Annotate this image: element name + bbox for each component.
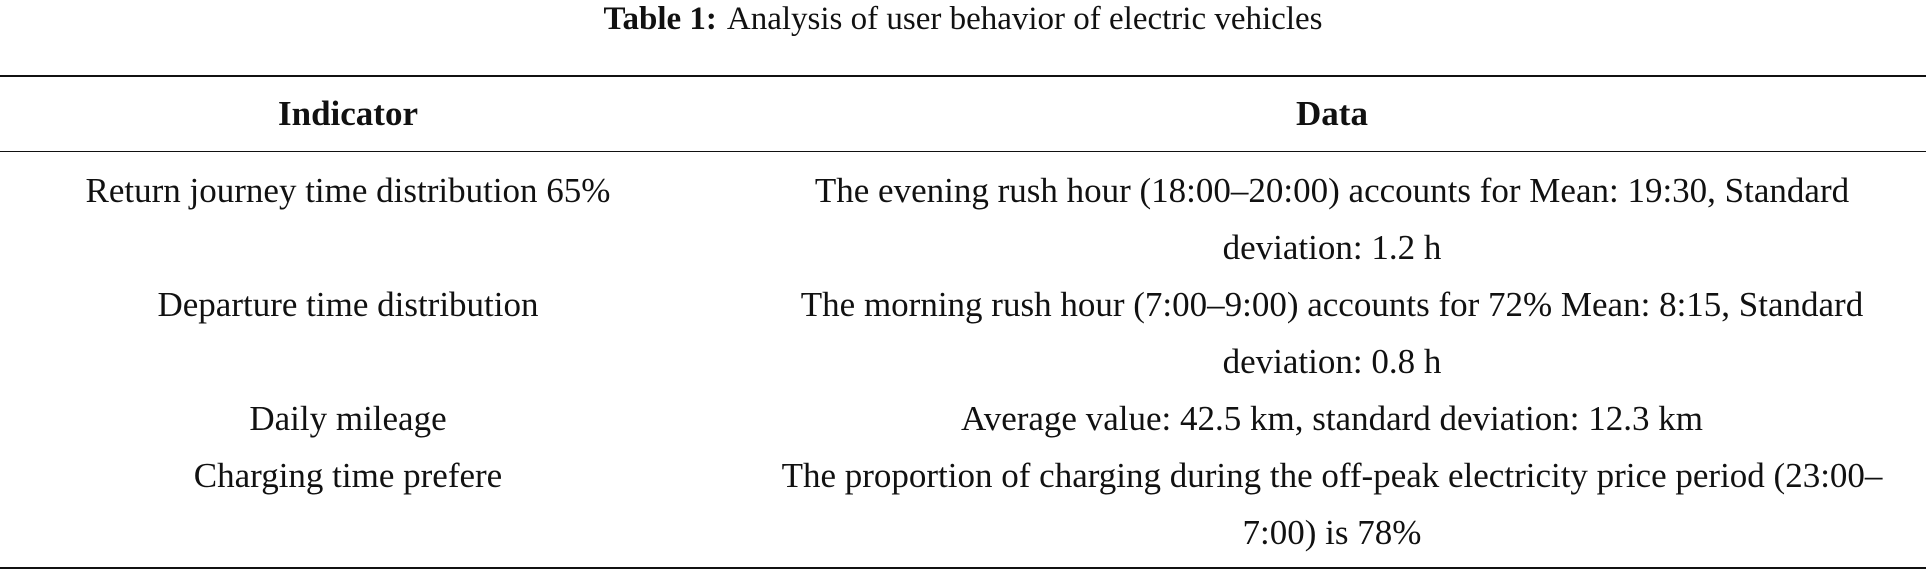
indicator-cell: Charging time prefere: [193, 456, 503, 495]
header-row: Indicator Data: [0, 77, 1926, 152]
table: Indicator Data Return journey time distr…: [0, 75, 1926, 569]
caption-text: Analysis of user behavior of electric ve…: [726, 1, 1323, 37]
table-caption: Table 1: Analysis of user behavior of ele…: [0, 0, 1926, 38]
caption-label: Table 1:: [603, 1, 717, 37]
table-body: Return journey time distribution 65% The …: [0, 152, 1926, 567]
header-cell: Indicator: [278, 94, 418, 133]
data-cell: The morning rush hour (7:00–9:00) accoun…: [800, 285, 1864, 381]
data-cell: The evening rush hour (18:00–20:00) acco…: [814, 171, 1850, 267]
indicator-cell: Return journey time distribution 65%: [85, 171, 611, 210]
header-cell: Data: [1296, 94, 1368, 133]
table-row: Departure time distribution The morning r…: [0, 276, 1926, 390]
data-cell: Average value: 42.5 km, standard deviati…: [961, 399, 1703, 438]
data-cell: The proportion of charging during the of…: [781, 456, 1883, 552]
table-row: Daily mileage Average value: 42.5 km, sta…: [0, 390, 1926, 447]
indicator-cell: Daily mileage: [249, 399, 447, 438]
table-row: Charging time prefere The proportion of c…: [0, 447, 1926, 561]
table-row: Return journey time distribution 65% The …: [0, 162, 1926, 276]
indicator-cell: Departure time distribution: [157, 285, 539, 324]
